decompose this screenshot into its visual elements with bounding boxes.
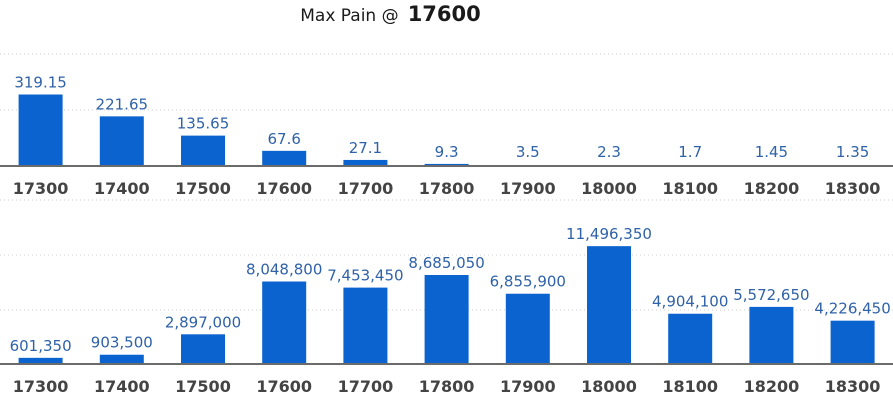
data-label: 5,572,650 [733, 286, 809, 304]
bar [830, 320, 875, 364]
premium-bar-chart: 319.15 17300 221.65 17400 135.65 17500 67.6 176… [0, 53, 893, 198]
chart-title: Max Pain @ 17600 [0, 2, 781, 26]
tick-label: 18000 [581, 179, 637, 198]
data-label: 7,453,450 [327, 267, 403, 285]
data-label: 8,685,050 [408, 254, 484, 272]
tick-label: 17500 [175, 179, 231, 198]
bar [343, 159, 388, 166]
tick-label: 17600 [256, 179, 312, 198]
bar [262, 281, 307, 364]
max-pain-value: 17600 [407, 2, 481, 26]
tick-label: 17300 [13, 179, 69, 198]
data-label: 4,904,100 [652, 293, 728, 311]
tick-label: 18200 [744, 179, 800, 198]
bar [18, 357, 63, 364]
bar [668, 313, 713, 364]
data-label: 319.15 [14, 74, 67, 92]
tick-label: 18300 [825, 179, 881, 198]
bar [181, 135, 225, 166]
data-label: 221.65 [96, 95, 149, 113]
bar [99, 354, 144, 364]
bar [424, 163, 469, 166]
bar [262, 150, 307, 166]
tick-label: 18100 [662, 377, 718, 396]
bar [181, 334, 225, 364]
bar [587, 246, 631, 364]
title-label: Max Pain @ [300, 6, 399, 26]
data-label: 9.3 [435, 143, 459, 161]
tick-label: 17300 [13, 377, 69, 396]
data-label: 3.5 [516, 143, 540, 161]
tick-label: 17900 [500, 179, 556, 198]
tick-label: 17400 [94, 179, 150, 198]
data-label: 1.45 [755, 143, 788, 161]
tick-label: 17800 [419, 179, 475, 198]
tick-label: 17800 [419, 377, 475, 396]
bar [505, 293, 550, 364]
data-label: 4,226,450 [814, 300, 890, 318]
data-label: 11,496,350 [566, 225, 652, 243]
data-label: 903,500 [91, 334, 153, 352]
data-label: 6,855,900 [490, 273, 566, 291]
tick-label: 18100 [662, 179, 718, 198]
tick-label: 18000 [581, 377, 637, 396]
tick-label: 17700 [338, 377, 394, 396]
bar [343, 287, 388, 364]
data-label: 2.3 [597, 143, 621, 161]
bar [424, 274, 469, 364]
bar [99, 116, 144, 166]
tick-label: 18300 [825, 377, 881, 396]
bar [18, 94, 63, 166]
data-label: 8,048,800 [246, 260, 322, 278]
tick-label: 17500 [175, 377, 231, 396]
data-label: 27.1 [349, 139, 382, 157]
data-label: 135.65 [177, 115, 230, 133]
bar [749, 306, 794, 364]
data-label: 67.6 [267, 130, 300, 148]
tick-label: 18200 [744, 377, 800, 396]
data-label: 1.35 [836, 143, 869, 161]
tick-label: 17900 [500, 377, 556, 396]
tick-label: 17600 [256, 377, 312, 396]
tick-label: 17700 [338, 179, 394, 198]
data-label: 2,897,000 [165, 313, 241, 331]
tick-label: 17400 [94, 377, 150, 396]
data-label: 601,350 [10, 337, 72, 355]
data-label: 1.7 [678, 143, 702, 161]
